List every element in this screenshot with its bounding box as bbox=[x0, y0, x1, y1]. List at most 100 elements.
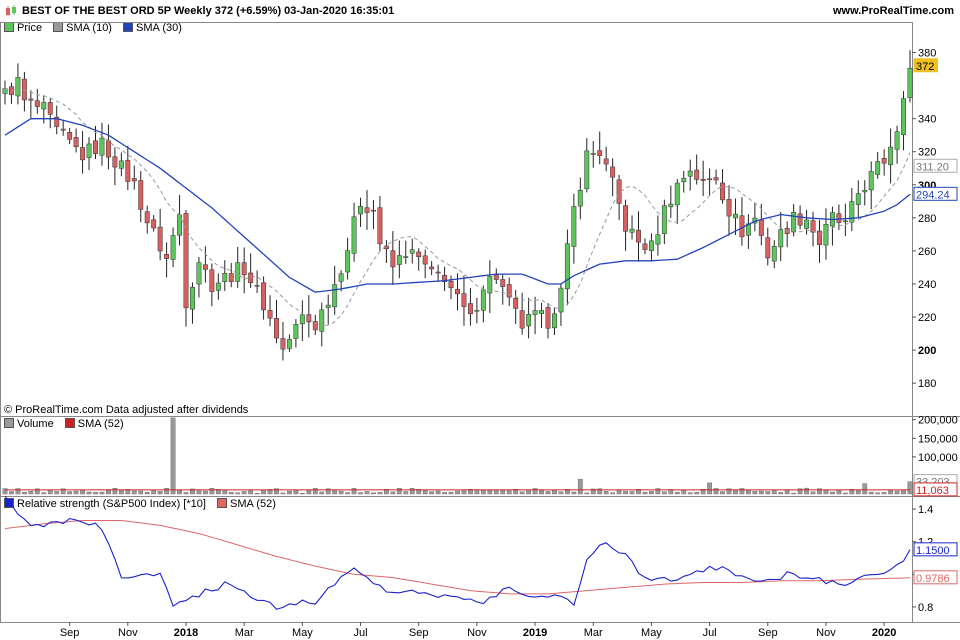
candle-body bbox=[202, 264, 208, 270]
volume-bar bbox=[726, 488, 732, 495]
candle bbox=[636, 211, 641, 262]
candle-body bbox=[532, 310, 538, 315]
candle-body bbox=[196, 262, 202, 285]
candle bbox=[720, 169, 725, 204]
volume-bar bbox=[597, 488, 603, 495]
candle-body bbox=[577, 189, 583, 207]
candle-body bbox=[655, 234, 661, 245]
volume-bar bbox=[34, 488, 40, 495]
candle bbox=[371, 199, 376, 229]
candle bbox=[93, 126, 98, 160]
volume-bar bbox=[804, 487, 809, 495]
candle-body bbox=[267, 310, 273, 319]
candle-body bbox=[34, 100, 40, 107]
candle-body bbox=[642, 243, 648, 250]
legend-rs[interactable]: Relative strength (S&P500 Index) [*10] bbox=[4, 498, 206, 510]
candle-body bbox=[687, 170, 693, 177]
volume-bar bbox=[765, 491, 771, 495]
volume-bar bbox=[564, 489, 570, 495]
rs-legend: Relative strength (S&P500 Index) [*10] S… bbox=[4, 498, 284, 512]
volume-bar bbox=[532, 488, 538, 495]
candle bbox=[558, 283, 564, 326]
candle-body bbox=[487, 276, 493, 294]
candle-body bbox=[93, 140, 98, 154]
candle-body bbox=[765, 237, 771, 259]
price-tick-label: 380 bbox=[918, 48, 936, 60]
volume-bar bbox=[849, 488, 855, 495]
candle bbox=[403, 240, 409, 264]
volume-bar bbox=[60, 488, 66, 495]
volume-bar bbox=[21, 491, 27, 495]
candle-body bbox=[442, 275, 448, 282]
candle bbox=[261, 276, 267, 320]
volume-bar bbox=[293, 490, 299, 495]
volume-bar bbox=[584, 492, 590, 495]
x-tick-label: Sep bbox=[758, 627, 778, 639]
candle-body bbox=[493, 274, 499, 280]
candle bbox=[881, 149, 887, 176]
volume-bar bbox=[112, 487, 118, 495]
candle-body bbox=[467, 303, 473, 315]
volume-bar bbox=[842, 492, 848, 495]
candle-body bbox=[138, 180, 144, 210]
candle-body bbox=[435, 271, 441, 274]
candle bbox=[67, 127, 73, 145]
candle-body bbox=[215, 282, 221, 291]
rs-sma-swatch-icon bbox=[217, 498, 228, 508]
candle-body bbox=[791, 212, 797, 233]
candle bbox=[590, 141, 596, 168]
value-tag-label: 0.9786 bbox=[916, 573, 950, 585]
volume-bar bbox=[403, 491, 409, 495]
candle-body bbox=[73, 137, 79, 148]
candle bbox=[34, 88, 40, 114]
candle bbox=[47, 98, 53, 129]
candle bbox=[487, 260, 493, 313]
candle bbox=[707, 168, 713, 196]
candle bbox=[190, 282, 195, 324]
x-tick-label: Sep bbox=[409, 627, 429, 639]
candle-body bbox=[99, 137, 105, 156]
candle-body bbox=[875, 161, 881, 175]
candle-body bbox=[54, 116, 60, 127]
legend-rs-sma[interactable]: SMA (52) bbox=[217, 498, 276, 510]
candle bbox=[597, 131, 603, 165]
volume-bar bbox=[325, 488, 331, 495]
legend-volume-sma[interactable]: SMA (52) bbox=[64, 418, 124, 430]
candle bbox=[817, 220, 822, 263]
candle bbox=[202, 246, 208, 283]
volume-bar bbox=[868, 491, 874, 495]
candle-body bbox=[416, 251, 422, 258]
candle bbox=[733, 198, 738, 236]
candle bbox=[519, 292, 525, 335]
volume-bar bbox=[610, 492, 616, 495]
rs-tick-label: 1.4 bbox=[918, 504, 933, 516]
volume-legend: Volume SMA (52) bbox=[4, 418, 132, 432]
candle-body bbox=[558, 287, 564, 313]
candle-body bbox=[345, 250, 351, 273]
candle-body bbox=[603, 158, 609, 165]
x-tick-label: May bbox=[292, 627, 313, 639]
candle bbox=[254, 270, 260, 294]
candle bbox=[868, 161, 874, 210]
volume-bar bbox=[274, 488, 279, 495]
price-tick-label: 280 bbox=[918, 213, 936, 225]
candle bbox=[842, 203, 848, 237]
candle-body bbox=[248, 272, 254, 284]
volume-bar bbox=[151, 489, 157, 495]
candle-body bbox=[131, 178, 137, 182]
volume-bar bbox=[202, 490, 208, 495]
volume-bar bbox=[894, 490, 900, 495]
volume-bar bbox=[345, 492, 351, 495]
candle bbox=[416, 248, 422, 271]
volume-bar bbox=[791, 492, 797, 495]
legend-volume[interactable]: Volume bbox=[4, 418, 54, 430]
site-link[interactable]: www.ProRealTime.com bbox=[832, 5, 954, 17]
volume-series bbox=[2, 417, 913, 495]
copyright-note: © ProRealTime.com Data adjusted after di… bbox=[4, 404, 249, 416]
candle-body bbox=[455, 288, 460, 295]
candle-body bbox=[552, 313, 557, 329]
volume-bar bbox=[778, 492, 784, 495]
volume-bar bbox=[519, 491, 525, 495]
candle-body bbox=[817, 230, 822, 245]
